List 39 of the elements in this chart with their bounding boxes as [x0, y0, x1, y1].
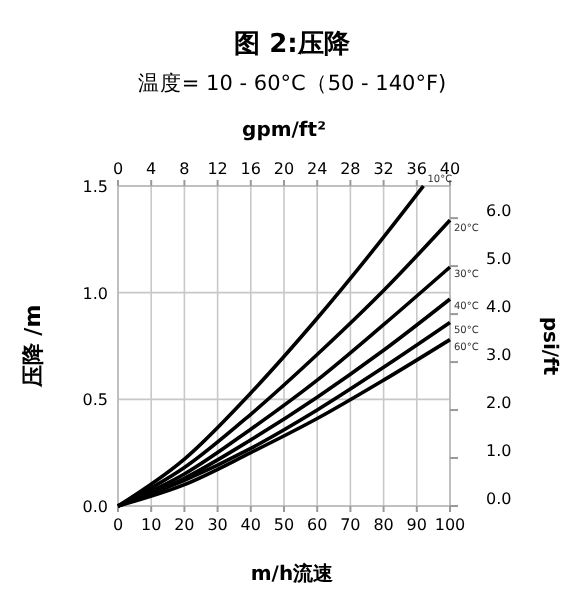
y2-axis-title: psi/ft: [538, 316, 560, 376]
y2-tick-label: 6.0: [486, 202, 512, 221]
x2-axis-title: gpm/ft²: [242, 120, 326, 142]
y-tick-label: 1.0: [82, 284, 108, 303]
y-tick-label: 0.5: [82, 391, 108, 410]
y2-tick-label: 1.0: [486, 442, 512, 461]
x-axis-title: m/h流速: [250, 562, 336, 586]
y2-tick-label: 4.0: [486, 298, 512, 317]
x-tick-label: 40: [240, 516, 261, 534]
x2-tick-label: 12: [207, 160, 228, 178]
x-tick-label: 100: [434, 516, 466, 534]
y-tick-label: 0.0: [82, 498, 108, 516]
y2-tick-label: 3.0: [486, 346, 512, 365]
x2-tick-label: 36: [406, 160, 427, 178]
x2-tick-label: 4: [146, 160, 157, 178]
y2-tick-label: 5.0: [486, 250, 512, 269]
x-tick-label: 10: [141, 516, 162, 534]
x-tick-label: 90: [406, 516, 427, 534]
x-tick-label: 0: [112, 516, 124, 534]
y-axis-title: 压降 /m: [20, 304, 46, 390]
x-tick-label: 30: [207, 516, 228, 534]
x-tick-label: 80: [373, 516, 394, 534]
x-tick-label: 60: [307, 516, 328, 534]
x2-tick-label: 40: [439, 160, 461, 178]
x2-tick-label: 8: [179, 160, 190, 178]
chart-title: 图 2:压降: [234, 30, 352, 60]
x2-tick-label: 28: [340, 160, 361, 178]
y2-tick-label: 2.0: [486, 394, 512, 413]
x2-tick-label: 0: [112, 160, 124, 178]
x-tick-label: 70: [340, 516, 361, 534]
y-tick-label: 1.5: [82, 178, 108, 196]
x2-tick-label: 24: [307, 160, 328, 178]
x2-tick-label: 20: [273, 160, 295, 178]
x2-tick-label: 16: [240, 160, 261, 178]
x2-tick-label: 32: [373, 160, 394, 178]
x-tick-label: 50: [273, 516, 295, 534]
x-tick-label: 20: [174, 516, 195, 534]
chart-subtitle: 温度= 10 - 60°C（50 - 140°F): [137, 70, 447, 96]
y2-tick-label: 0.0: [486, 490, 512, 508]
